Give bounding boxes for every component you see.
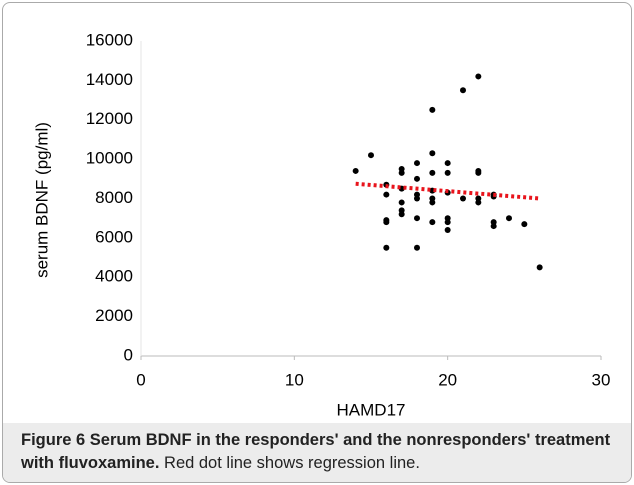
- point: [429, 106, 436, 113]
- point: [352, 167, 359, 174]
- y-tick-label: 6000: [95, 227, 133, 246]
- point: [444, 169, 451, 176]
- point: [536, 264, 543, 271]
- y-tick-label: 8000: [95, 188, 133, 207]
- regression-line: [355, 181, 540, 201]
- point: [414, 160, 420, 167]
- y-tick-label: 10000: [86, 149, 133, 168]
- y-tick-label: 4000: [95, 267, 133, 286]
- point: [521, 221, 528, 228]
- x-tick-label: 20: [438, 370, 457, 389]
- caption-label: Figure 6: [21, 431, 86, 449]
- point: [444, 227, 451, 233]
- y-tick-label: 0: [124, 345, 133, 364]
- y-tick-label: 2000: [95, 306, 133, 325]
- point: [429, 169, 436, 176]
- x-tick-label: 30: [592, 370, 611, 389]
- point: [475, 169, 482, 176]
- point: [383, 244, 390, 251]
- point: [475, 73, 482, 80]
- point: [383, 219, 390, 226]
- x-tick-label: 0: [136, 370, 145, 389]
- point: [429, 199, 436, 206]
- point: [460, 195, 466, 202]
- point: [414, 195, 420, 202]
- point: [398, 169, 405, 176]
- y-tick-label: 16000: [86, 30, 133, 49]
- point: [414, 175, 420, 182]
- point: [475, 199, 482, 206]
- point: [414, 215, 420, 222]
- point: [444, 219, 451, 226]
- chart: HAMD17 serum BDNF (pg/ml) 0 2000 4000 6000 8…: [32, 30, 611, 419]
- y-tick-label: 12000: [86, 109, 133, 128]
- point: [398, 199, 405, 206]
- y-axis-title: serum BDNF (pg/ml): [32, 122, 51, 278]
- point: [383, 191, 390, 198]
- point: [506, 215, 512, 222]
- y-tick-label: 14000: [86, 70, 133, 89]
- caption: Figure 6 Serum BDNF in the responders' a…: [3, 423, 631, 482]
- x-axis-title: HAMD17: [337, 400, 406, 419]
- point: [460, 87, 466, 94]
- caption-note: Red dot line shows regression line.: [164, 454, 420, 472]
- point: [368, 152, 374, 159]
- point: [429, 219, 436, 226]
- point: [414, 244, 420, 251]
- point: [398, 211, 405, 218]
- caption-title: Serum BDNF in the responders' and the no…: [21, 431, 611, 472]
- x-tick-label: 10: [285, 370, 304, 389]
- point: [444, 160, 451, 167]
- point: [429, 150, 436, 157]
- point: [490, 223, 497, 230]
